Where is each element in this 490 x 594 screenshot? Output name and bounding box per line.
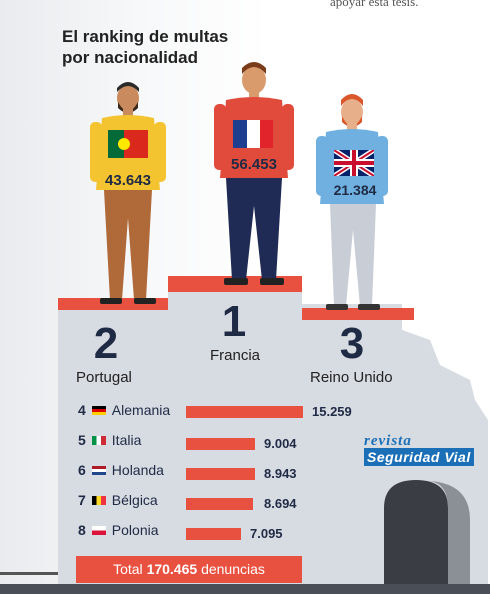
rank-row-6: 6 Holanda 8.943 (0, 462, 490, 484)
total-prefix: Total (113, 561, 143, 577)
poland-flag (91, 525, 106, 535)
rank-bar-4 (186, 406, 303, 418)
podium-country-2: Portugal (76, 369, 132, 386)
road (0, 584, 490, 594)
italy-flag (91, 435, 106, 445)
rank-value-6: 8.943 (264, 466, 297, 481)
rank-value-4: 15.259 (312, 404, 352, 419)
total-banner: Total 170.465 denuncias (76, 556, 302, 583)
tunnel-arch (384, 480, 448, 594)
rank-bar-7 (186, 498, 253, 510)
rank-number-5: 5 (78, 432, 86, 448)
rank-row-4: 4 Alemania 15.259 (0, 402, 490, 424)
rank-number-4: 4 (78, 402, 86, 418)
rank-country-7: Bélgica (111, 492, 158, 508)
rank-bar-8 (186, 528, 241, 540)
total-value: 170.465 (146, 561, 198, 577)
podium-country-3: Reino Unido (310, 369, 393, 386)
rank-value-5: 9.004 (264, 436, 297, 451)
podium-top-3 (302, 308, 414, 320)
podium-rank-3: 3 (339, 319, 365, 368)
rank-value-8: 7.095 (250, 526, 283, 541)
rank-label-7: 7 Bélgica (78, 492, 158, 508)
revista-logo: revista Seguridad Vial (364, 434, 484, 467)
rank-country-4: Alemania (111, 402, 171, 418)
rank-number-6: 6 (78, 462, 86, 478)
person-portugal (90, 82, 166, 304)
logo-line-2: Seguridad Vial (364, 448, 474, 466)
person-francia (214, 62, 294, 285)
podium-country-1: Francia (210, 347, 261, 364)
rank-row-5: 5 Italia 9.004 (0, 432, 490, 454)
value-reino-unido: 21.384 (333, 182, 377, 198)
podium-rank-2: 2 (93, 319, 119, 368)
chart-title-line-2: por nacionalidad (62, 48, 199, 67)
rank-label-8: 8 Polonia (78, 522, 159, 538)
rank-label-4: 4 Alemania (78, 402, 170, 418)
podium-body (58, 278, 488, 594)
total-suffix: denuncias (201, 561, 265, 577)
rank-bar-5 (186, 438, 255, 450)
uk-flag (334, 150, 374, 176)
rank-label-6: 6 Holanda (78, 462, 164, 478)
rank-number-7: 7 (78, 492, 86, 508)
rank-country-6: Holanda (111, 462, 164, 478)
germany-flag (91, 405, 106, 415)
netherlands-flag (91, 465, 106, 475)
value-francia: 56.453 (231, 156, 277, 173)
portugal-flag (108, 130, 148, 158)
rank-row-7: 7 Bélgica 8.694 (0, 492, 490, 514)
france-flag (233, 120, 273, 148)
chart-title-line-1: El ranking de multas (62, 27, 229, 46)
top-note-text: apoyar esta tesis. (330, 0, 419, 9)
chart-title: El ranking de multas por nacionalidad (62, 26, 282, 68)
person-reino-unido (316, 94, 388, 310)
podium-rank-1: 1 (221, 297, 247, 346)
logo-line-1: revista (364, 433, 412, 449)
rank-value-7: 8.694 (264, 496, 297, 511)
rank-country-5: Italia (111, 432, 142, 448)
rank-number-8: 8 (78, 522, 86, 538)
rank-bar-6 (186, 468, 255, 480)
belgium-flag (91, 495, 106, 505)
rank-label-5: 5 Italia (78, 432, 141, 448)
rank-row-8: 8 Polonia 7.095 (0, 522, 490, 544)
value-portugal: 43.643 (105, 172, 151, 189)
rank-country-8: Polonia (111, 522, 159, 538)
